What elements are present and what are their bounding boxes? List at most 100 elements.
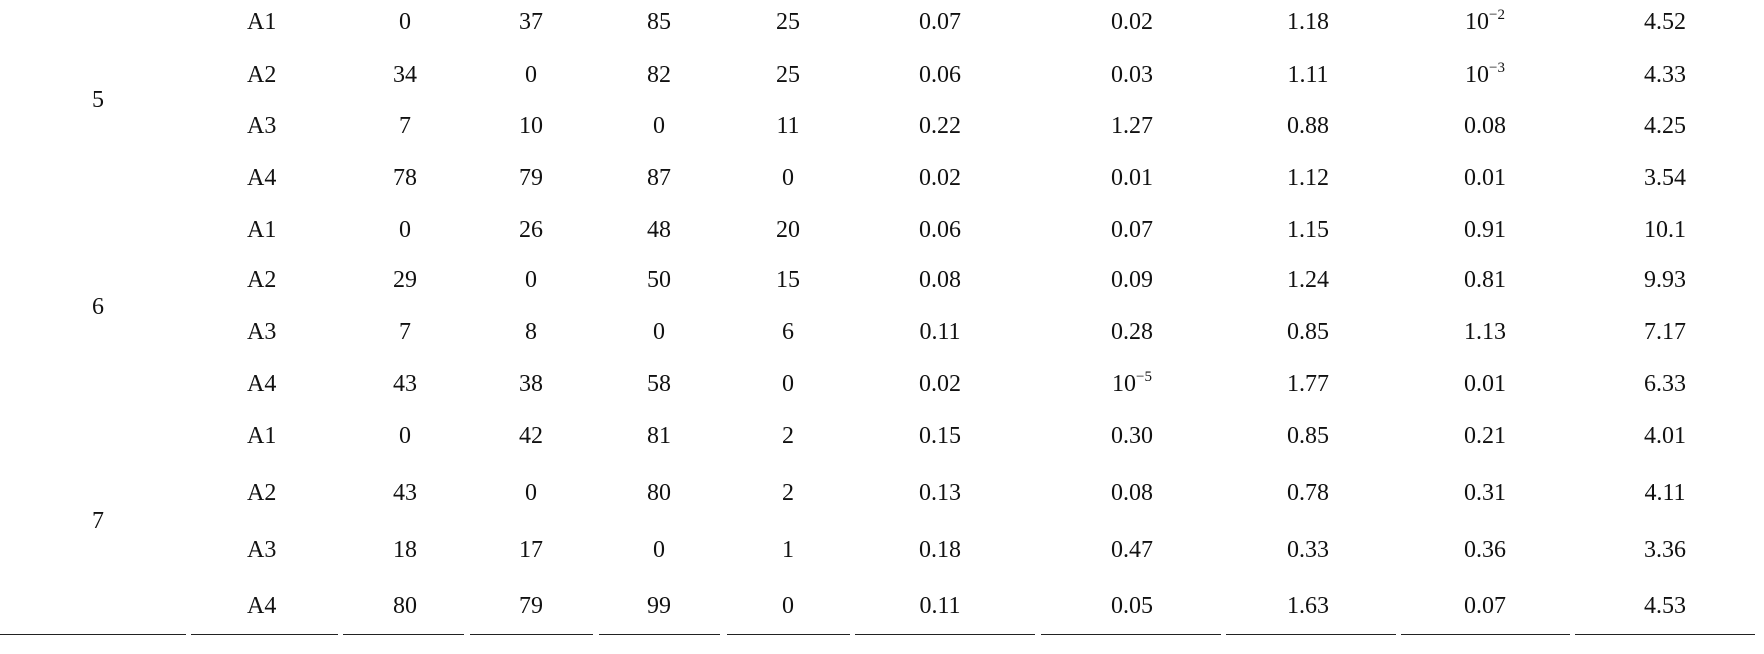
cell: 17 (519, 537, 543, 563)
cell: 0.05 (1111, 593, 1153, 619)
row-label: A3 (247, 537, 277, 563)
cell: 1 (782, 537, 794, 563)
row-label: A1 (247, 9, 277, 35)
base: 10 (1465, 62, 1490, 88)
row-label: A3 (247, 113, 277, 139)
rule (855, 634, 1035, 635)
row-label: A1 (247, 423, 277, 449)
base: 10 (1465, 9, 1490, 35)
rule (599, 634, 720, 635)
cell: 0.36 (1464, 537, 1506, 563)
cell: 8 (525, 319, 537, 345)
cell: 3.36 (1644, 537, 1686, 563)
cell: 10 (519, 113, 543, 139)
cell: 10−3 (1465, 61, 1505, 89)
cell: 1.13 (1464, 319, 1506, 345)
row-label: A1 (247, 217, 277, 243)
row-label: A4 (247, 593, 277, 619)
cell: 3.54 (1644, 165, 1686, 191)
cell: 7 (399, 319, 411, 345)
cell: 15 (776, 267, 800, 293)
cell: 0.06 (919, 62, 961, 88)
exponent: −3 (1489, 60, 1505, 76)
cell: 0 (782, 165, 794, 191)
cell: 0 (399, 423, 411, 449)
cell: 0.31 (1464, 480, 1506, 506)
cell: 0 (653, 537, 665, 563)
cell: 0.08 (919, 267, 961, 293)
group-label: 6 (92, 294, 104, 320)
cell: 0.01 (1464, 165, 1506, 191)
cell: 4.33 (1644, 62, 1686, 88)
cell: 37 (519, 9, 543, 35)
cell: 0 (525, 62, 537, 88)
cell: 10−2 (1465, 8, 1505, 36)
cell: 0.07 (919, 9, 961, 35)
cell: 0.85 (1287, 423, 1329, 449)
cell: 0 (399, 9, 411, 35)
row-label: A2 (247, 62, 277, 88)
cell: 29 (393, 267, 417, 293)
cell: 85 (647, 9, 671, 35)
cell: 10.1 (1644, 217, 1686, 243)
cell: 80 (647, 480, 671, 506)
cell: 0.88 (1287, 113, 1329, 139)
cell: 38 (519, 371, 543, 397)
cell: 4.11 (1644, 480, 1686, 506)
cell: 0 (782, 371, 794, 397)
cell: 4.25 (1644, 113, 1686, 139)
cell: 2 (782, 480, 794, 506)
rule (1575, 634, 1755, 635)
row-label: A4 (247, 371, 277, 397)
row-label: A2 (247, 267, 277, 293)
cell: 6.33 (1644, 371, 1686, 397)
rule (0, 634, 186, 635)
cell: 0.81 (1464, 267, 1506, 293)
cell: 0.09 (1111, 267, 1153, 293)
cell: 1.63 (1287, 593, 1329, 619)
rule (470, 634, 593, 635)
group-label: 7 (92, 508, 104, 534)
cell: 20 (776, 217, 800, 243)
cell: 0.07 (1464, 593, 1506, 619)
cell: 0.06 (919, 217, 961, 243)
rule (727, 634, 850, 635)
cell: 0.47 (1111, 537, 1153, 563)
cell: 0.91 (1464, 217, 1506, 243)
cell: 42 (519, 423, 543, 449)
cell: 0.11 (919, 593, 961, 619)
cell: 25 (776, 62, 800, 88)
cell: 0.02 (919, 371, 961, 397)
rule (1226, 634, 1396, 635)
cell: 0.03 (1111, 62, 1153, 88)
cell: 10−5 (1112, 370, 1152, 398)
cell: 0.78 (1287, 480, 1329, 506)
cell: 7.17 (1644, 319, 1686, 345)
cell: 0 (399, 217, 411, 243)
cell: 0.22 (919, 113, 961, 139)
row-label: A4 (247, 165, 277, 191)
rule (343, 634, 464, 635)
cell: 0.30 (1111, 423, 1153, 449)
cell: 50 (647, 267, 671, 293)
cell: 0 (782, 593, 794, 619)
cell: 2 (782, 423, 794, 449)
cell: 9.93 (1644, 267, 1686, 293)
cell: 4.52 (1644, 9, 1686, 35)
cell: 1.24 (1287, 267, 1329, 293)
cell: 0.08 (1464, 113, 1506, 139)
cell: 0.18 (919, 537, 961, 563)
cell: 1.12 (1287, 165, 1329, 191)
cell: 7 (399, 113, 411, 139)
cell: 43 (393, 480, 417, 506)
cell: 80 (393, 593, 417, 619)
cell: 0.01 (1464, 371, 1506, 397)
cell: 79 (519, 165, 543, 191)
rule (1401, 634, 1570, 635)
cell: 0.01 (1111, 165, 1153, 191)
rule (1041, 634, 1221, 635)
cell: 0 (525, 480, 537, 506)
cell: 58 (647, 371, 671, 397)
base: 10 (1112, 371, 1137, 397)
